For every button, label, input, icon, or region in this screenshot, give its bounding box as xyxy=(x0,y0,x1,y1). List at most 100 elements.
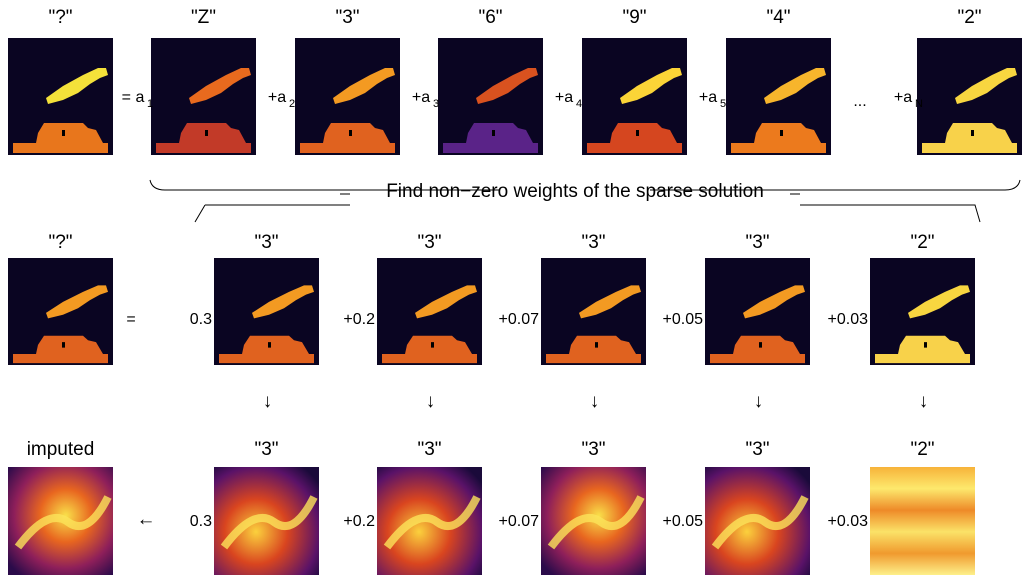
heatmap xyxy=(582,38,687,155)
label: "3" xyxy=(417,232,441,253)
dot xyxy=(62,342,65,348)
arrow: ↓ xyxy=(263,391,273,412)
arrow: ↓ xyxy=(754,391,764,412)
shape xyxy=(620,68,682,104)
heatmap xyxy=(705,467,810,575)
shape xyxy=(764,68,826,104)
shape xyxy=(333,68,395,104)
dot xyxy=(924,342,927,348)
shape xyxy=(710,335,805,364)
ellipsis: ... xyxy=(853,93,866,110)
heatmap xyxy=(870,258,975,365)
weight: +0.07 xyxy=(499,311,540,328)
shape xyxy=(219,335,314,364)
heatmap xyxy=(8,38,113,155)
dot xyxy=(205,130,208,136)
dot xyxy=(62,130,65,136)
heatmap xyxy=(8,258,113,365)
shape xyxy=(587,123,682,153)
term-subscript: 5 xyxy=(720,98,726,110)
weight: +0.2 xyxy=(343,311,375,328)
arrow: ↓ xyxy=(590,391,600,412)
shape xyxy=(546,335,641,364)
heatmap xyxy=(214,258,319,365)
shape xyxy=(415,285,477,319)
dot xyxy=(349,130,352,136)
term-subscript: N xyxy=(915,98,923,110)
shape xyxy=(476,68,538,104)
term: +a xyxy=(412,89,430,106)
shape xyxy=(156,123,251,153)
label: "3" xyxy=(335,7,359,28)
heatmap xyxy=(726,38,831,155)
weight: +0.05 xyxy=(663,311,704,328)
arrow: ↓ xyxy=(919,391,929,412)
dot xyxy=(268,342,271,348)
shape xyxy=(443,123,538,153)
label: "2" xyxy=(910,232,934,253)
shape xyxy=(382,335,477,364)
shape xyxy=(875,335,970,364)
dot xyxy=(636,130,639,136)
term: = a xyxy=(122,89,145,106)
heatmap xyxy=(870,467,975,575)
label: "6" xyxy=(478,7,502,28)
label: "2" xyxy=(957,7,981,28)
shape xyxy=(46,285,108,319)
label: "?" xyxy=(48,7,72,28)
dot xyxy=(759,342,762,348)
shape xyxy=(922,123,1017,153)
label: "?" xyxy=(48,232,72,253)
label: "3" xyxy=(581,439,605,460)
label: "3" xyxy=(417,439,441,460)
dot xyxy=(595,342,598,348)
shape xyxy=(189,68,251,104)
shape xyxy=(14,495,112,550)
label: "3" xyxy=(254,439,278,460)
weight: 0.3 xyxy=(190,311,212,328)
shape xyxy=(743,285,805,319)
heatmap xyxy=(541,258,646,365)
label: "4" xyxy=(766,7,790,28)
dot xyxy=(431,342,434,348)
term-subscript: 1 xyxy=(147,98,153,110)
heatmap xyxy=(438,38,543,155)
term-subscript: 2 xyxy=(289,98,295,110)
label: "3" xyxy=(581,232,605,253)
shape xyxy=(955,68,1017,104)
heatmap xyxy=(8,467,113,575)
arrow: ← xyxy=(137,509,156,530)
shape xyxy=(252,285,314,319)
shape xyxy=(908,285,970,319)
weight: +0.2 xyxy=(343,513,375,530)
term: +a xyxy=(268,89,286,106)
dot xyxy=(971,130,974,136)
dot xyxy=(492,130,495,136)
shape xyxy=(731,123,826,153)
heatmap xyxy=(151,38,256,155)
shape xyxy=(579,285,641,319)
label: "3" xyxy=(254,232,278,253)
label: imputed xyxy=(27,439,95,460)
heatmap xyxy=(377,467,482,575)
label: "Z" xyxy=(191,7,216,28)
brace xyxy=(149,179,1021,223)
shape xyxy=(711,495,809,550)
equals: = xyxy=(126,311,135,328)
label: "9" xyxy=(622,7,646,28)
shape xyxy=(13,335,108,364)
term-subscript: 3 xyxy=(433,98,439,110)
dot xyxy=(780,130,783,136)
weight: 0.3 xyxy=(190,513,212,530)
shape xyxy=(383,495,481,550)
label: "3" xyxy=(745,232,769,253)
shape xyxy=(547,495,645,550)
weight: +0.03 xyxy=(828,311,869,328)
shape xyxy=(46,68,108,104)
term-subscript: 4 xyxy=(576,98,582,110)
term: +a xyxy=(699,89,717,106)
label: "2" xyxy=(910,439,934,460)
heatmap xyxy=(377,258,482,365)
heatmap xyxy=(214,467,319,575)
